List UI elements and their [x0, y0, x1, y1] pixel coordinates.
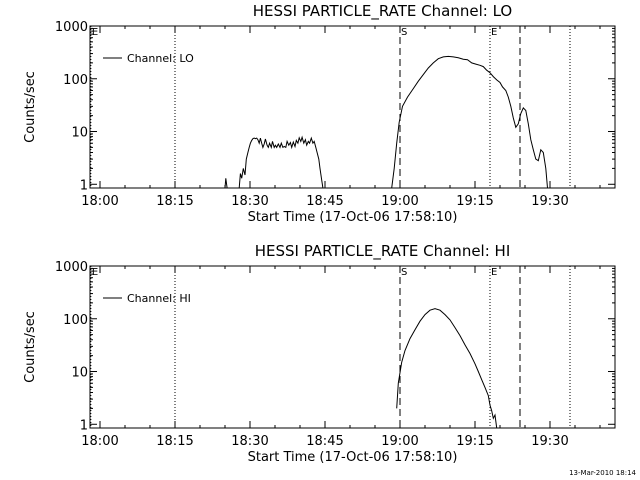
- x-tick-label: 19:00: [381, 194, 418, 209]
- series-line-lo-segment-1: [238, 135, 324, 188]
- x-tick-label: 18:45: [306, 194, 343, 209]
- series-line-lo-segment-0: [224, 178, 228, 188]
- series-line-lo-segment-2: [391, 55, 548, 188]
- y-axis-title: Counts/sec: [23, 71, 38, 143]
- marker-label-e: E: [92, 267, 98, 278]
- marker-label-s: S: [401, 27, 407, 38]
- x-tick-label: 18:00: [81, 194, 118, 209]
- y-tick-label: 1000: [55, 20, 88, 35]
- x-tick-label: 19:15: [456, 434, 493, 449]
- y-tick-label: 100: [63, 73, 88, 88]
- x-tick-label: 19:30: [531, 434, 568, 449]
- chart-title: HESSI PARTICLE_RATE Channel: LO: [253, 2, 512, 21]
- y-tick-label: 10: [71, 366, 88, 381]
- chart-title: HESSI PARTICLE_RATE Channel: HI: [255, 242, 511, 261]
- x-axis-title: Start Time (17-Oct-06 17:58:10): [248, 450, 458, 465]
- y-tick-label: 1: [80, 418, 88, 433]
- legend-label: Channel: HI: [127, 292, 191, 305]
- x-tick-label: 18:30: [231, 194, 268, 209]
- marker-label-s: S: [401, 267, 407, 278]
- x-tick-label: 18:45: [306, 434, 343, 449]
- chart-panel-lo: HESSI PARTICLE_RATE Channel: LOE S E18:00 1…: [23, 2, 616, 225]
- x-tick-label: 19:30: [531, 194, 568, 209]
- x-tick-label: 18:30: [231, 434, 268, 449]
- marker-label-e: E: [92, 27, 98, 38]
- marker-label-e: E: [491, 267, 497, 278]
- legend-label: Channel: LO: [127, 52, 194, 65]
- y-tick-label: 1000: [55, 260, 88, 275]
- y-tick-label: 100: [63, 313, 88, 328]
- chart-panel-hi: HESSI PARTICLE_RATE Channel: HIE S E18:00 1…: [23, 242, 616, 465]
- x-tick-label: 19:15: [456, 194, 493, 209]
- x-axis-title: Start Time (17-Oct-06 17:58:10): [248, 210, 458, 225]
- x-tick-label: 18:15: [156, 194, 193, 209]
- y-tick-label: 1: [80, 178, 88, 193]
- x-tick-label: 18:15: [156, 434, 193, 449]
- x-tick-label: 19:00: [381, 434, 418, 449]
- marker-label-e: E: [491, 27, 497, 38]
- plot-frame: [89, 25, 616, 189]
- x-tick-label: 18:00: [81, 434, 118, 449]
- series-line-hi-segment-0: [396, 308, 498, 428]
- date-stamp: 13-Mar-2010 18:14: [569, 469, 636, 477]
- y-axis-title: Counts/sec: [23, 311, 38, 383]
- y-tick-label: 10: [71, 126, 88, 141]
- plot-frame: [89, 265, 616, 429]
